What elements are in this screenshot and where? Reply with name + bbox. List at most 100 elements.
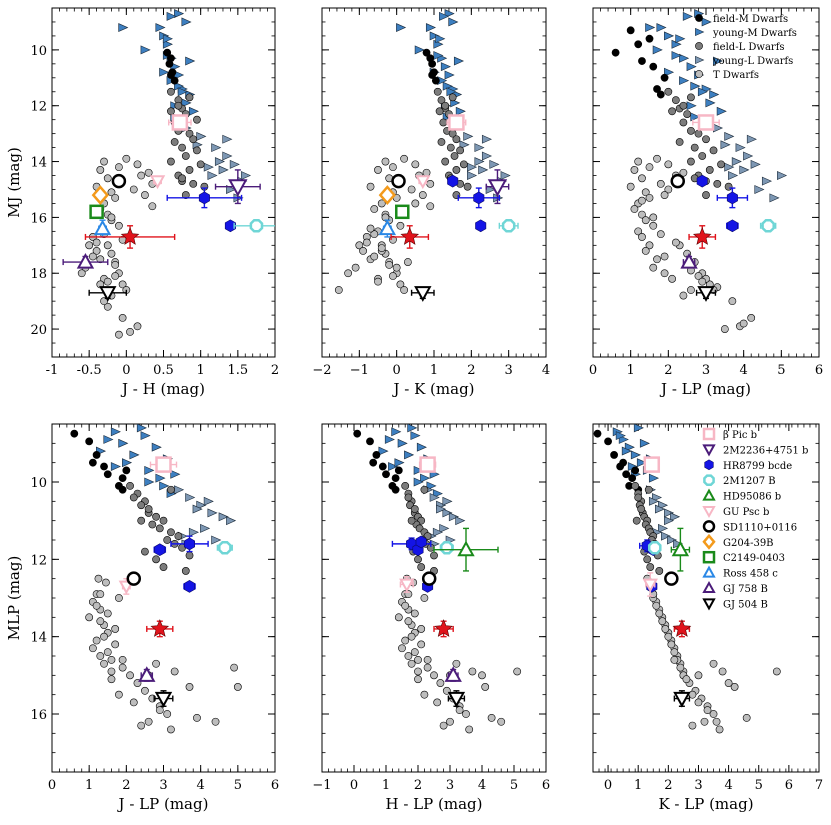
data-point [193,146,201,155]
data-point [417,625,426,633]
x-tick-label: 7 [815,778,823,793]
data-point [452,135,461,144]
x-tick-label: 6 [815,363,823,378]
data-point [652,601,661,610]
object-gj-504-b [697,286,715,302]
object-gu-psc-b [149,175,166,190]
data-point [118,474,127,483]
data-point [167,725,175,734]
data-point [497,717,506,726]
data-point [374,166,382,174]
data-point [439,118,448,127]
data-point [88,252,97,261]
data-point [136,424,147,433]
x-tick-label: 1 [197,363,205,378]
data-point [122,466,131,475]
x-tick-label: 1 [382,778,390,793]
data-point [670,648,679,657]
data-point [133,160,142,169]
data-point [159,516,168,525]
legend-label: C2149-0403 [723,553,785,564]
data-point [636,458,647,468]
data-point [634,157,643,166]
data-point [170,667,179,676]
data-point [396,221,405,230]
data-point [107,213,116,222]
data-point [167,107,175,116]
x-tick-label: 6 [542,778,550,793]
data-point [94,574,103,583]
x-tick-label: 4 [197,778,205,793]
panel-p6: 0 1 2 3 4 5 6 7 K - LP (mag) β Pic b 2M2236+4751 b… [592,423,823,813]
data-point [456,146,465,155]
data-point [137,516,146,525]
panel-p3: 0 1 2 3 4 5 6 J - LP (mag) field-M Dwarfs young-M… [589,7,823,398]
x-tick-label: 0 [48,778,56,793]
data-point [440,62,451,72]
legend-label: GJ 504 B [723,599,768,610]
data-point [448,17,459,27]
data-point [728,297,737,306]
data-point [712,717,721,726]
data-point [193,115,201,124]
data-point [103,648,112,657]
data-point [671,238,680,247]
data-point [441,157,450,166]
data-point [463,182,472,191]
data-point [615,431,626,441]
data-point [448,93,457,102]
legend-label: G204-39B [723,538,774,549]
data-point [686,62,697,72]
data-point [141,547,149,556]
data-point [622,470,631,479]
y-tick-label: 16 [30,708,47,723]
object-gj-504-b [673,691,691,708]
data-point [414,655,422,664]
data-point [644,485,653,494]
data-point [401,601,410,610]
data-point [698,152,707,160]
data-point [411,160,420,169]
x-tick-label: 4 [724,778,732,793]
data-point [679,291,688,300]
data-point [103,435,114,444]
data-point [362,238,371,247]
data-point [664,67,675,77]
data-point [188,106,199,116]
object-ross-458-c [378,219,397,236]
data-point [218,165,229,175]
object-2m1207-b [218,540,232,555]
data-point [129,698,138,707]
legend-label: young-M Dwarfs [712,28,797,39]
data-point [391,485,400,494]
data-point [111,193,120,202]
x-tick-label: −1 [312,778,331,793]
data-point [111,272,120,280]
data-point [85,437,94,446]
data-point [655,567,664,575]
data-point [453,56,465,66]
data-point [148,202,157,211]
data-point [85,613,94,622]
data-point [416,442,427,452]
legend-marker-c2149-0403 [702,550,716,564]
data-point [167,157,175,166]
data-point [407,632,416,641]
data-point [645,34,654,43]
x-tick-label: 5 [510,778,518,793]
data-point [668,274,676,283]
data-point [694,272,703,280]
data-point [103,470,112,479]
data-point [452,659,461,668]
data-point [181,152,190,160]
y-tick-label: 12 [30,100,47,115]
data-point [384,435,395,444]
data-point [429,31,440,41]
data-point [430,671,438,680]
data-point [407,185,416,194]
data-point [705,98,716,108]
data-point [423,655,432,664]
data-point [639,438,650,448]
data-point [411,199,420,208]
data-point [137,171,146,180]
